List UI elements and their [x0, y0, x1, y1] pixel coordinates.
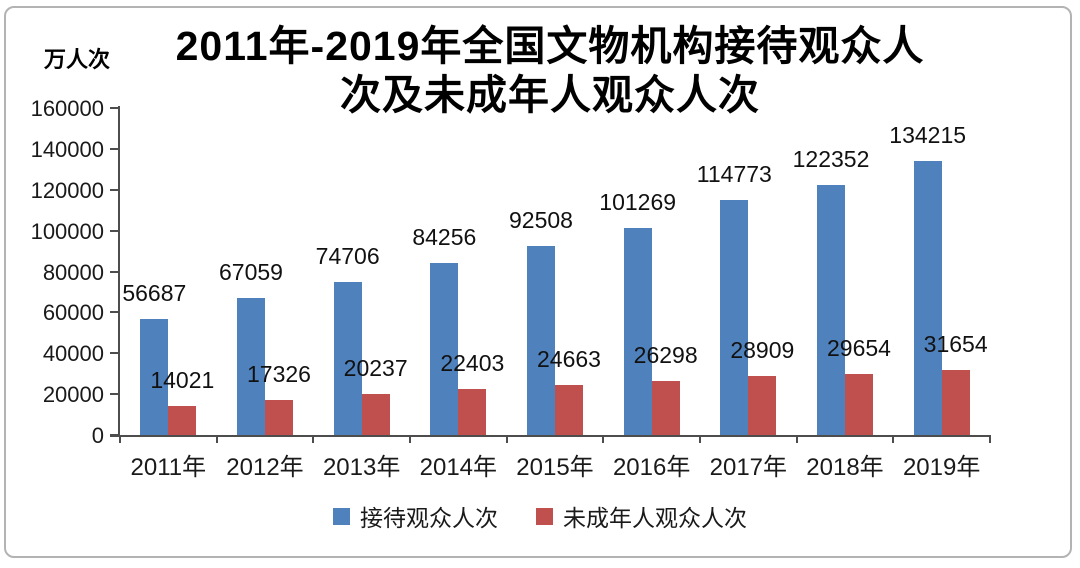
y-axis-tick [110, 270, 118, 273]
y-axis-line [118, 106, 120, 437]
data-label-minor-visitors: 24663 [537, 345, 601, 372]
x-axis-category-label: 2011年 [130, 454, 207, 481]
y-axis-tick [110, 188, 118, 191]
data-label-minor-visitors: 22403 [440, 350, 505, 377]
x-axis-tick [409, 435, 411, 443]
x-axis-category-label: 2014年 [419, 454, 498, 481]
x-axis-category-label: 2018年 [806, 454, 884, 481]
y-axis-tick-label: 160000 [30, 96, 104, 121]
y-axis-tick-label: 140000 [30, 136, 104, 162]
bar-visitors [527, 245, 555, 435]
bar-minor-visitors [845, 374, 873, 435]
legend-swatch-icon [333, 507, 350, 525]
bar-visitors [623, 228, 652, 435]
x-axis-tick [602, 435, 605, 443]
data-label-minor-visitors: 20237 [343, 354, 408, 381]
bar-visitors [720, 200, 749, 435]
y-axis-tick [110, 434, 118, 436]
x-axis-tick [989, 435, 991, 443]
x-axis-category-label: 2017年 [709, 454, 788, 481]
bar-visitors [140, 319, 169, 435]
y-axis-tick [110, 393, 118, 396]
data-label-visitors: 114773 [696, 161, 772, 188]
bar-visitors [817, 184, 845, 435]
data-label-visitors: 122352 [792, 145, 870, 172]
legend-item-visitors: 接待观众人次 [333, 499, 498, 533]
y-axis-tick [110, 352, 118, 355]
bar-minor-visitors [941, 370, 970, 435]
legend-swatch-icon [536, 507, 553, 525]
data-label-minor-visitors: 31654 [923, 331, 988, 358]
legend-item-minor-visitors: 未成年人观众人次 [536, 499, 747, 533]
bar-minor-visitors [168, 406, 197, 435]
x-axis-category-label: 2019年 [902, 454, 981, 481]
y-axis-tick [110, 147, 118, 150]
legend: 接待观众人次 未成年人观众人次 [0, 499, 1080, 533]
bar-visitors [430, 262, 459, 435]
chart-title-line1: 2011年-2019年全国文物机构接待观众人 [175, 23, 925, 69]
x-axis-tick [892, 435, 895, 443]
data-label-visitors: 74706 [315, 243, 380, 270]
bar-minor-visitors [265, 399, 293, 435]
chart-title-line2: 次及未成年人观众人次 [340, 72, 760, 118]
x-axis-tick [795, 435, 798, 443]
y-axis-tick-label: 120000 [30, 177, 104, 203]
x-axis-tick [215, 435, 218, 443]
bar-minor-visitors [361, 393, 390, 435]
data-label-visitors: 134215 [889, 121, 967, 148]
y-axis-tick-label: 100000 [30, 218, 104, 244]
y-axis-tick [110, 311, 118, 314]
y-axis-tick-label: 60000 [42, 300, 104, 326]
bar-visitors [237, 297, 265, 435]
x-axis-tick [505, 435, 508, 443]
legend-label: 未成年人观众人次 [563, 505, 747, 531]
x-axis-category-label: 2015年 [516, 454, 594, 481]
bar-minor-visitors [651, 381, 680, 435]
data-label-visitors: 101269 [599, 189, 677, 216]
x-axis-category-label: 2012年 [226, 454, 304, 481]
bar-visitors [913, 160, 942, 435]
y-axis-tick-label: 80000 [42, 259, 104, 285]
x-axis-category-label: 2013年 [322, 454, 401, 481]
data-label-visitors: 92508 [509, 206, 573, 233]
legend-label: 接待观众人次 [360, 505, 498, 531]
data-label-minor-visitors: 14021 [150, 367, 215, 394]
data-label-visitors: 84256 [412, 223, 477, 250]
data-label-minor-visitors: 17326 [247, 360, 311, 387]
bar-minor-visitors [458, 389, 487, 435]
y-axis-tick-label: 40000 [42, 341, 104, 367]
x-axis-line [110, 435, 990, 437]
y-axis-unit-label: 万人次 [44, 47, 111, 72]
bar-visitors [333, 282, 362, 435]
y-axis-tick [110, 229, 118, 232]
y-axis-tick [110, 107, 118, 109]
x-axis-tick [119, 435, 121, 443]
x-axis-tick [699, 435, 701, 443]
chart-title: 2011年-2019年全国文物机构接待观众人 次及未成年人观众人次 [60, 22, 1040, 120]
x-axis-category-label: 2016年 [612, 454, 691, 481]
y-axis-tick-label: 0 [91, 423, 104, 448]
data-label-visitors: 56687 [122, 280, 187, 307]
bar-minor-visitors [748, 375, 777, 435]
data-label-minor-visitors: 26298 [633, 342, 698, 369]
data-label-visitors: 67059 [219, 258, 283, 285]
y-axis-tick-label: 20000 [42, 382, 104, 408]
x-axis-tick [312, 435, 315, 443]
bar-minor-visitors [555, 384, 583, 435]
data-label-minor-visitors: 29654 [827, 335, 891, 362]
data-label-minor-visitors: 28909 [730, 336, 795, 363]
